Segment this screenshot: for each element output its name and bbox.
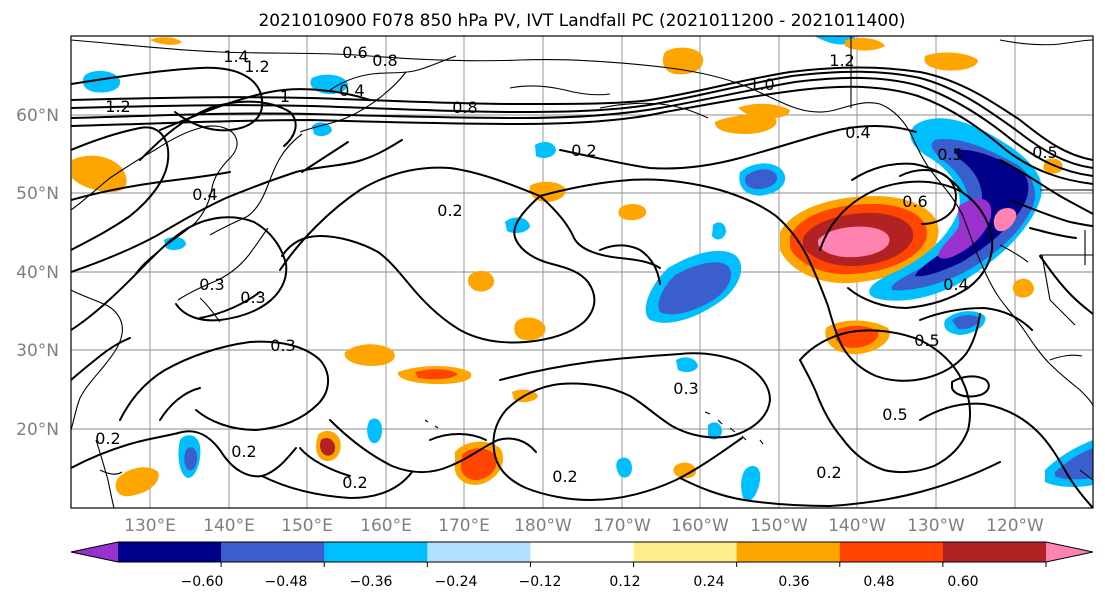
negative-anomaly-coastal xyxy=(869,118,1042,301)
contour-label: 0.6 xyxy=(902,192,927,211)
lat-label: 40°N xyxy=(16,263,59,283)
contour-label: 0.2 xyxy=(816,463,841,482)
contour-label: 0.5 xyxy=(914,331,939,350)
colorbar-segment xyxy=(633,542,738,562)
colorbar-segments xyxy=(70,541,1094,567)
shaded-field xyxy=(72,36,1093,502)
map-panel: 1.4 1.2 0.6 0.8 1.2 1 1.0 1.2 0.4 0.8 0.… xyxy=(70,35,1094,509)
coastlines xyxy=(71,36,1093,508)
colorbar-extend-low xyxy=(71,542,118,562)
contour-label: 1.4 xyxy=(223,47,248,66)
colorbar-tick-label: −0.48 xyxy=(265,574,308,590)
contour-label: 0.4 xyxy=(845,123,870,142)
colorbar-segment xyxy=(221,542,325,562)
contour-label: 0.6 xyxy=(342,43,367,62)
colorbar-segment xyxy=(324,542,428,562)
lon-label: 120°W xyxy=(986,516,1044,536)
lon-label: 180°W xyxy=(514,516,572,536)
contour-label: 1.0 xyxy=(749,75,774,94)
colorbar-segment xyxy=(942,542,1047,562)
lon-label: 150°E xyxy=(281,516,333,536)
contour-label: 0.8 xyxy=(452,98,477,117)
colorbar-tick-label: −0.36 xyxy=(350,574,393,590)
colorbar-segment xyxy=(118,542,222,562)
lat-label: 20°N xyxy=(16,420,59,440)
colorbar-segment xyxy=(530,542,635,562)
latitude-labels: 60°N 50°N 40°N 30°N 20°N xyxy=(16,106,59,440)
longitude-labels: 130°E 140°E 150°E 160°E 170°E 180°W 170°… xyxy=(124,516,1044,536)
contour-label: 0.5 xyxy=(937,145,962,164)
positive-anomaly-northeast-pacific xyxy=(780,195,939,284)
contour-label: 0.2 xyxy=(95,429,120,448)
colorbar-segment xyxy=(736,542,841,562)
contour-label: 0.2 xyxy=(437,201,462,220)
contour-label: 0.5 xyxy=(882,405,907,424)
contour-label: 0.5 xyxy=(1032,143,1057,162)
colorbar-segment xyxy=(839,542,944,562)
lon-label: 160°W xyxy=(671,516,729,536)
contour-label: 0.4 xyxy=(192,185,217,204)
map-frame xyxy=(70,35,1094,509)
colorbar-tick-label: 0.36 xyxy=(778,574,809,590)
contour-label: 0.3 xyxy=(240,288,265,307)
contour-label: 0.3 xyxy=(270,336,295,355)
contour-label: 0.3 xyxy=(199,275,224,294)
lon-label: 140°E xyxy=(203,516,255,536)
colorbar-extend-high xyxy=(1046,542,1093,562)
contour-label: 1.2 xyxy=(244,57,269,76)
contour-label: 0.2 xyxy=(342,473,367,492)
lon-label: 140°W xyxy=(828,516,886,536)
small-negative-patches xyxy=(82,70,1093,502)
contour-label: 1 xyxy=(280,87,290,106)
lon-label: 130°E xyxy=(124,516,176,536)
colorbar-outline xyxy=(70,541,1094,563)
lon-label: 170°W xyxy=(593,516,651,536)
lat-label: 30°N xyxy=(16,341,59,361)
lon-label: 150°W xyxy=(750,516,808,536)
contour-label: 0.4 xyxy=(339,81,364,100)
lat-label: 60°N xyxy=(16,106,59,126)
pv-contours xyxy=(71,66,1093,508)
contour-label: 1.2 xyxy=(829,51,854,70)
colorbar: −0.60 −0.48 −0.36 −0.24 −0.12 0.12 0.24 … xyxy=(70,541,1094,590)
colorbar-tick-label: −0.12 xyxy=(519,574,562,590)
lon-label: 170°E xyxy=(438,516,490,536)
colorbar-tick-label: 0.48 xyxy=(863,574,894,590)
contour-label: 0.2 xyxy=(552,467,577,486)
contour-label: 0.4 xyxy=(943,275,968,294)
colorbar-tick-label: −0.24 xyxy=(435,574,478,590)
lon-label: 160°E xyxy=(360,516,412,536)
negative-anomaly-central-pacific xyxy=(645,250,742,323)
lat-label: 50°N xyxy=(16,184,59,204)
map-title: 2021010900 F078 850 hPa PV, IVT Landfall… xyxy=(258,11,905,31)
colorbar-tick-label: 0.60 xyxy=(947,574,978,590)
colorbar-tick-label: −0.60 xyxy=(181,574,224,590)
contour-label: 0.2 xyxy=(571,141,596,160)
contour-label: 0.2 xyxy=(231,442,256,461)
contour-label: 1.2 xyxy=(105,97,130,116)
contour-label: 0.3 xyxy=(673,379,698,398)
lon-label: 130°W xyxy=(907,516,965,536)
contour-label: 0.8 xyxy=(372,51,397,70)
contour-labels: 1.4 1.2 0.6 0.8 1.2 1 1.0 1.2 0.4 0.8 0.… xyxy=(95,43,1057,492)
colorbar-segment xyxy=(427,542,532,562)
colorbar-tick-label: 0.24 xyxy=(693,574,724,590)
colorbar-ticks: −0.60 −0.48 −0.36 −0.24 −0.12 0.12 0.24 … xyxy=(181,574,979,590)
colorbar-tick-label: 0.12 xyxy=(609,574,640,590)
